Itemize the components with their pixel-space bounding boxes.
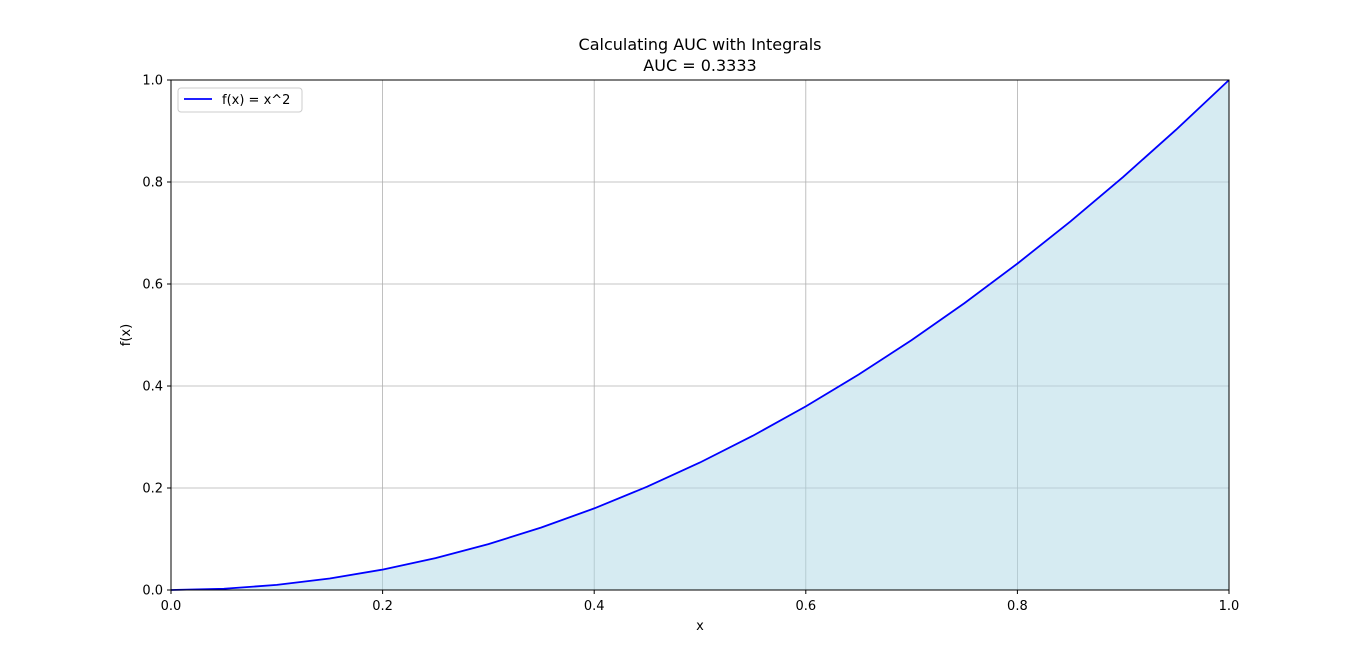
series-line-group (170, 79, 1230, 591)
series-line-f-x (170, 79, 1230, 591)
x-axis-ticks: 0.0 0.2 0.4 0.6 0.8 1.0 (161, 590, 1240, 614)
legend: f(x) = x^2 (177, 87, 303, 113)
x-tick-label: 0.2 (372, 599, 393, 614)
legend-box (177, 87, 303, 113)
y-axis-ticks: 0.0 0.2 0.4 0.6 0.8 1.0 (142, 74, 171, 599)
x-tick-label: 0.6 (795, 599, 816, 614)
x-tick-label: 0.4 (584, 599, 605, 614)
y-tick-label: 0.4 (142, 380, 163, 395)
x-tick-label: 0.8 (1007, 599, 1028, 614)
chart-title: Calculating AUC with Integrals (579, 35, 822, 54)
area-fill-group (171, 80, 1229, 590)
y-tick-label: 1.0 (142, 74, 163, 89)
plot-frame (170, 79, 1230, 591)
y-tick-label: 0.0 (142, 584, 163, 599)
y-tick-label: 0.2 (142, 482, 163, 497)
y-axis-label: f(x) (119, 324, 134, 346)
y-tick-label: 0.8 (142, 176, 163, 191)
legend-entry-label: f(x) = x^2 (222, 93, 290, 108)
y-tick-label: 0.6 (142, 278, 163, 293)
x-tick-label: 1.0 (1219, 599, 1240, 614)
x-tick-label: 0.0 (161, 599, 182, 614)
x-axis-label: x (696, 619, 704, 634)
chart-subtitle: AUC = 0.3333 (643, 56, 756, 75)
auc-area-fill (171, 80, 1229, 590)
